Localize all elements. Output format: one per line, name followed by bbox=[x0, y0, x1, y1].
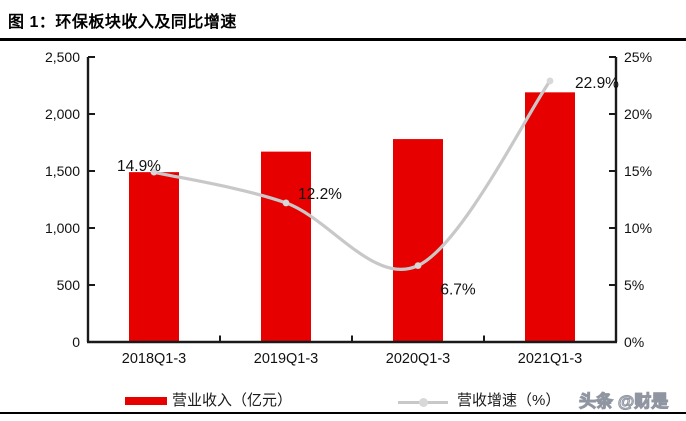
revenue-bar bbox=[393, 139, 443, 342]
x-axis-tick-label: 2018Q1-3 bbox=[122, 351, 187, 367]
legend-line-swatch bbox=[398, 398, 448, 407]
revenue-bar bbox=[525, 92, 575, 342]
growth-data-label: 14.9% bbox=[117, 158, 161, 175]
growth-line-marker bbox=[150, 168, 158, 176]
y-axis-left-tick-label: 0 bbox=[72, 334, 80, 350]
growth-line-marker bbox=[546, 77, 554, 85]
legend-bar-swatch bbox=[125, 397, 167, 405]
y-axis-right-tick-label: 5% bbox=[624, 277, 644, 293]
y-axis-left-tick-label: 2,500 bbox=[45, 49, 80, 65]
x-axis-tick-label: 2021Q1-3 bbox=[518, 351, 583, 367]
revenue-bar bbox=[129, 172, 179, 342]
growth-data-label: 6.7% bbox=[440, 282, 476, 299]
title-divider-rule bbox=[0, 38, 686, 41]
y-axis-right-tick-label: 15% bbox=[624, 163, 652, 179]
y-axis-left-tick-label: 1,500 bbox=[45, 163, 80, 179]
y-axis-right-tick-label: 0% bbox=[624, 334, 644, 350]
y-axis-right-tick-label: 10% bbox=[624, 220, 652, 236]
legend-line-marker bbox=[419, 398, 428, 407]
growth-line-marker bbox=[282, 199, 290, 207]
growth-line bbox=[152, 79, 552, 271]
x-axis-tick-label: 2020Q1-3 bbox=[386, 351, 451, 367]
growth-data-label: 22.9% bbox=[575, 75, 619, 92]
y-axis-left-tick-label: 1,000 bbox=[45, 220, 80, 236]
growth-data-label: 12.2% bbox=[298, 186, 342, 203]
y-axis-left-tick-label: 2,000 bbox=[45, 106, 80, 122]
combo-chart: 2,500 2,000 1,500 1,000 500 0 25% 20% 15% 10% 5% 0%… bbox=[45, 49, 652, 367]
chart-title: 图 1：环保板块收入及同比增速 bbox=[8, 14, 237, 31]
growth-line-marker bbox=[414, 262, 422, 270]
y-axis-right-tick-label: 25% bbox=[624, 49, 652, 65]
y-axis-right-tick-label: 20% bbox=[624, 106, 652, 122]
y-axis-left-tick-label: 500 bbox=[57, 277, 81, 293]
revenue-bar bbox=[261, 151, 311, 342]
watermark: 头条 @财是 bbox=[578, 392, 669, 412]
legend-line-label: 营收增速（%） bbox=[457, 392, 561, 409]
x-axis-tick-label: 2019Q1-3 bbox=[254, 351, 319, 367]
legend-bar-label: 营业收入（亿元） bbox=[172, 392, 293, 409]
bottom-divider-rule bbox=[0, 412, 686, 415]
